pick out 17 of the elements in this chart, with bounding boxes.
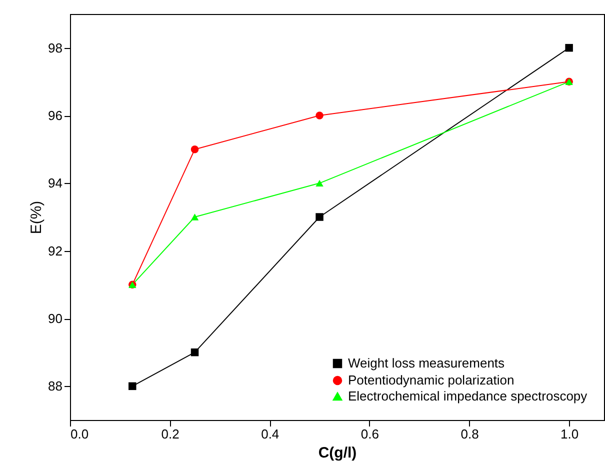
legend-label: Potentiodynamic polarization — [348, 372, 514, 388]
y-tick-label: 94 — [48, 176, 62, 191]
y-tick-label: 98 — [48, 40, 62, 56]
y-tick-label: 90 — [48, 311, 62, 326]
legend-label: Electrochemical impedance spectroscopy — [348, 388, 588, 404]
y-tick-label: 92 — [48, 243, 62, 258]
x-tick-label: 1.0 — [560, 426, 579, 442]
x-tick-label: 0.8 — [460, 426, 479, 442]
x-axis-title: C(g/l) — [318, 444, 357, 462]
x-tick-label: 0.0 — [70, 426, 89, 442]
y-tick-label: 96 — [48, 108, 62, 123]
legend-label: Weight loss measurements — [348, 356, 506, 370]
y-axis-title: E(%) — [28, 200, 46, 234]
x-tick-label: 0.2 — [161, 426, 180, 442]
x-tick-label: 0.4 — [261, 426, 280, 442]
x-tick-label: 0.6 — [360, 426, 379, 442]
y-tick-label: 88 — [48, 378, 62, 394]
